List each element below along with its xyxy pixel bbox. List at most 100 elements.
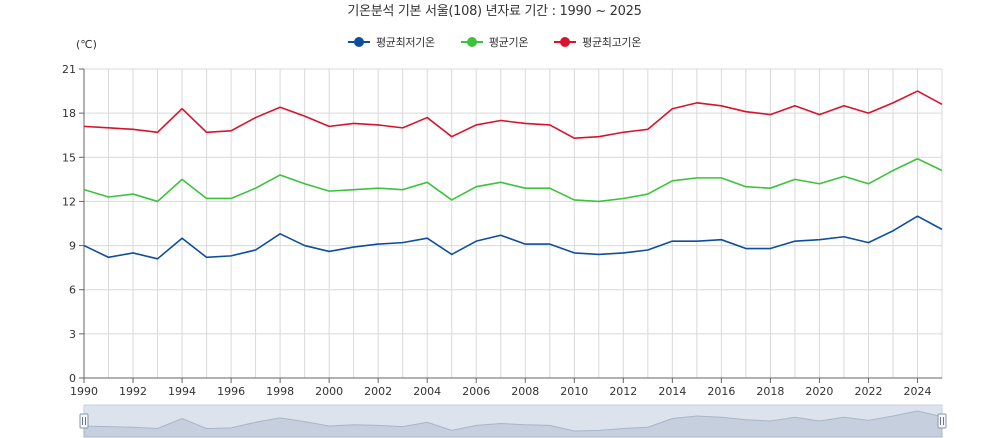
data-point: [328, 250, 330, 252]
data-point: [352, 246, 354, 248]
data-point: [622, 252, 624, 254]
data-point: [132, 252, 134, 254]
data-point: [401, 241, 403, 243]
navigator-handle-left[interactable]: [79, 413, 89, 429]
y-tick-label: 3: [69, 328, 76, 341]
data-point: [818, 238, 820, 240]
legend-label: 평균최저기온: [375, 36, 435, 49]
navigator-handle-right[interactable]: [937, 413, 947, 429]
data-point: [352, 122, 354, 124]
data-point: [745, 247, 747, 249]
data-point: [205, 131, 207, 133]
data-point: [500, 181, 502, 183]
series-line: [83, 215, 943, 260]
data-point: [916, 158, 918, 160]
data-point: [549, 243, 551, 245]
x-tick-label: 2010: [560, 385, 588, 398]
data-point: [818, 183, 820, 185]
legend-item-max-temp[interactable]: 평균최고기온: [554, 34, 641, 50]
series-line: [83, 90, 943, 139]
legend-item-min-temp[interactable]: 평균최저기온: [347, 34, 435, 50]
data-point: [426, 116, 428, 118]
data-point: [279, 106, 281, 108]
data-point: [769, 187, 771, 189]
navigator-series-area: [83, 410, 943, 438]
data-point: [573, 137, 575, 139]
data-point: [107, 127, 109, 129]
data-point: [230, 255, 232, 257]
data-point: [303, 183, 305, 185]
data-point: [941, 103, 943, 105]
data-point: [254, 187, 256, 189]
legend-dot: [353, 37, 364, 47]
data-point: [671, 180, 673, 182]
x-tick-label: 2022: [854, 385, 882, 398]
data-point: [745, 110, 747, 112]
x-tick-label: 2020: [805, 385, 833, 398]
data-point: [328, 125, 330, 127]
data-point: [83, 125, 85, 127]
data-point: [794, 105, 796, 107]
legend-item-avg-temp[interactable]: 평균기온: [460, 34, 528, 50]
data-point: [451, 199, 453, 201]
data-point: [475, 186, 477, 188]
data-point: [573, 199, 575, 201]
legend-marker-icon: [460, 36, 483, 48]
data-point: [720, 105, 722, 107]
data-point: [818, 113, 820, 115]
x-tick-label: 2006: [462, 385, 490, 398]
data-point: [475, 240, 477, 242]
data-point: [867, 112, 869, 114]
data-point: [622, 197, 624, 199]
data-point: [83, 188, 85, 190]
chart-title: 기온분석 기본 서울(108) 년자료 기간 : 1990 ~ 2025: [347, 4, 642, 19]
y-tick-label: 21: [62, 63, 76, 76]
data-point: [892, 169, 894, 171]
data-point: [769, 113, 771, 115]
legend-label: 평균최고기온: [582, 36, 642, 49]
x-tick-label: 2014: [658, 385, 686, 398]
data-point: [279, 174, 281, 176]
data-point: [769, 247, 771, 249]
data-point: [426, 181, 428, 183]
data-point: [426, 237, 428, 239]
x-tick-label: 2004: [413, 385, 441, 398]
data-point: [671, 108, 673, 110]
data-point: [524, 187, 526, 189]
navigator[interactable]: [79, 404, 947, 438]
x-tick-label: 1994: [168, 385, 196, 398]
x-tick-label: 1996: [217, 385, 245, 398]
data-point: [500, 234, 502, 236]
data-point: [303, 244, 305, 246]
data-point: [916, 215, 918, 217]
data-point: [916, 90, 918, 92]
grid: [83, 68, 943, 379]
data-point: [647, 249, 649, 251]
data-point: [156, 131, 158, 133]
data-point: [622, 131, 624, 133]
legend-dot: [466, 37, 477, 47]
data-point: [254, 249, 256, 251]
axes: 0 3 6 9 12 15 18 21 1990 1992 1994 1996 1998 2000 2002…: [62, 63, 942, 398]
data-point: [451, 253, 453, 255]
data-point: [377, 187, 379, 189]
data-point: [181, 108, 183, 110]
legend-marker-icon: [554, 36, 577, 48]
data-point: [475, 124, 477, 126]
data-point: [573, 252, 575, 254]
data-point: [696, 102, 698, 104]
legend-dot: [560, 37, 571, 47]
data-point: [843, 236, 845, 238]
data-point: [451, 135, 453, 137]
x-tick-label: 2016: [707, 385, 735, 398]
data-point: [549, 187, 551, 189]
data-point: [745, 186, 747, 188]
data-point: [132, 128, 134, 130]
data-point: [696, 240, 698, 242]
data-point: [254, 116, 256, 118]
data-point: [205, 256, 207, 258]
data-point: [696, 177, 698, 179]
data-point: [524, 243, 526, 245]
data-point: [647, 193, 649, 195]
